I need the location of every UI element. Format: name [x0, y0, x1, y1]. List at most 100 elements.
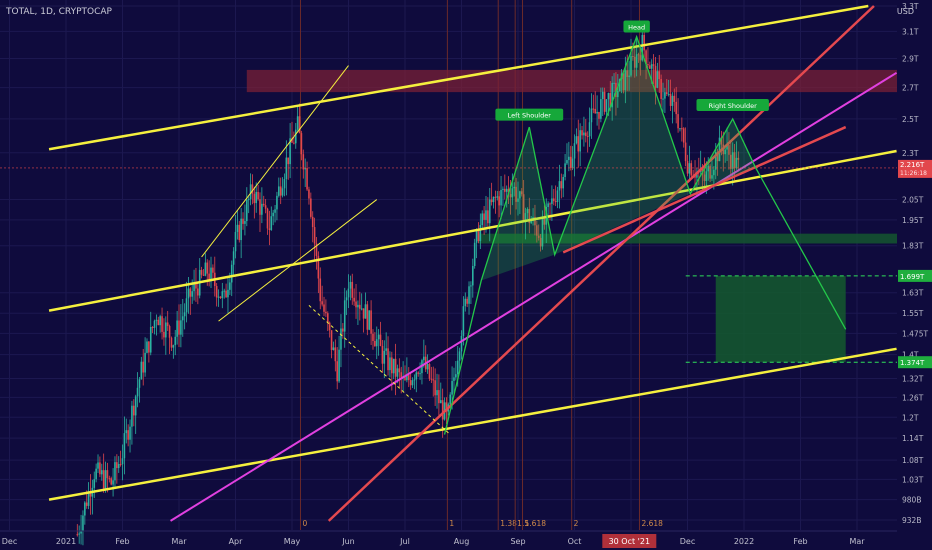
candle-body [302, 154, 305, 170]
right-shoulder-fill [690, 118, 756, 194]
candle-body [684, 142, 687, 162]
candle-body [323, 304, 325, 312]
candle-body [99, 462, 101, 475]
candle-body [641, 34, 644, 61]
candle-body [660, 79, 662, 99]
candle-body [562, 176, 564, 189]
candle-body [368, 310, 371, 330]
candle-body [624, 70, 627, 91]
candle-body [310, 198, 312, 217]
candle-body [140, 361, 143, 380]
candle-body [187, 288, 190, 299]
candle-body [377, 334, 380, 340]
candle-body [223, 290, 225, 292]
candle-body [385, 348, 387, 351]
candle-body [650, 64, 653, 69]
candle-body [596, 111, 598, 114]
candle-body [200, 269, 203, 275]
time-tick-label: Mar [849, 537, 865, 546]
candle-body [219, 296, 222, 298]
pattern-label: Head [628, 24, 645, 32]
time-tick-label: Jun [341, 537, 355, 546]
candle-body [468, 286, 470, 304]
candle-body [568, 156, 570, 161]
candle-body [206, 262, 209, 274]
candle-body [541, 218, 544, 247]
candle-body [104, 470, 107, 489]
fib-time-label: 2.618 [641, 519, 663, 528]
price-axis: 3.3T 3.1T 2.9T 2.7T 2.5T 2.3T 2.05T 1.95T 1.83T 1… [0, 2, 932, 525]
candle-body [148, 341, 150, 353]
candle-body [671, 95, 674, 106]
candle-body [639, 55, 642, 61]
time-tick-label: Aug [454, 537, 470, 546]
pitchfork-lower-line [218, 199, 378, 322]
price-tick-label: 1.03T [902, 475, 924, 484]
candle-body [598, 111, 600, 119]
candle-body [379, 334, 382, 346]
price-tick-label: 1.4T [902, 351, 919, 360]
pitchfork-dashed-line [308, 305, 451, 435]
candle-body [165, 322, 167, 338]
countdown-label: 11:26:18 [900, 170, 927, 177]
candle-body [466, 298, 468, 304]
candle-body [534, 217, 536, 226]
candle-body [261, 203, 263, 215]
time-tick-label: Feb [793, 537, 807, 546]
candle-body [569, 156, 572, 168]
candle-body [102, 470, 105, 489]
fib-time-label: 2 [574, 519, 579, 528]
candle-body [649, 65, 651, 69]
candle-body [300, 133, 303, 155]
candle-body [189, 288, 192, 297]
price-tick-label: 2.05T [902, 196, 924, 205]
candle-body [330, 330, 333, 350]
pattern-outline [443, 34, 756, 435]
candle-body [238, 224, 241, 241]
resistance-zone [246, 69, 898, 93]
candle-body [409, 380, 412, 386]
candle-body [494, 196, 497, 198]
candle-body [283, 179, 286, 189]
candle-body [317, 255, 320, 279]
target-price-badge [898, 356, 932, 369]
candle-body [287, 157, 290, 165]
candle-body [383, 350, 386, 364]
candle-body [345, 297, 348, 301]
candle-body [496, 196, 499, 198]
candle-body [654, 65, 657, 88]
candle-body [592, 108, 595, 110]
candle-body [340, 328, 342, 350]
price-tick-label: 1.55T [902, 309, 924, 318]
candle-body [125, 430, 128, 434]
candle-body [490, 199, 493, 203]
candle-body [157, 319, 160, 326]
candle-body [146, 341, 148, 353]
candle-body [588, 122, 591, 137]
candle-body [737, 157, 740, 160]
candle-body [462, 306, 465, 336]
candle-body [733, 152, 736, 169]
candle-body [456, 360, 459, 375]
candle-body [136, 387, 139, 397]
candle-body [502, 188, 504, 190]
candle-body [526, 208, 529, 214]
candle-body [298, 116, 301, 134]
candle-body [487, 210, 489, 224]
candle-body [509, 194, 512, 198]
candle-body [615, 82, 617, 98]
candle-body [396, 368, 399, 377]
candle-body [530, 221, 532, 224]
candle-body [618, 79, 621, 92]
candle-body [652, 64, 655, 66]
candle-body [398, 368, 401, 373]
candle-body [123, 433, 126, 459]
candle-body [208, 273, 210, 281]
candle-body [419, 373, 421, 375]
candle-body [690, 163, 693, 176]
time-tick-label: Dec [2, 537, 17, 546]
candle-body [483, 213, 485, 220]
candle-body [349, 281, 352, 289]
candle-body [645, 50, 647, 65]
